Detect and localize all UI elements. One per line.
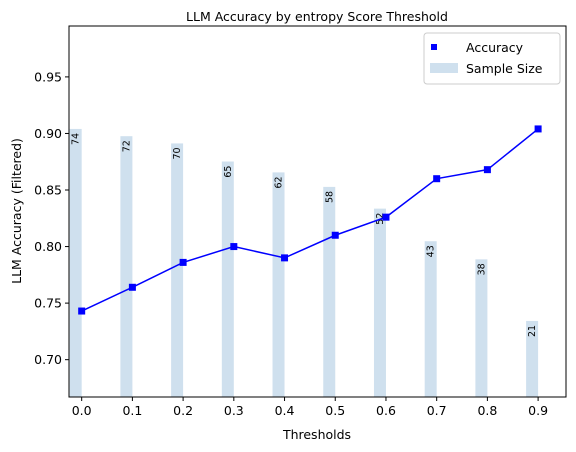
accuracy-point: [331, 231, 339, 239]
bar-value-label: 21: [527, 325, 538, 337]
accuracy-point: [382, 213, 390, 221]
bar-value-label: 58: [324, 191, 335, 203]
bar-sample-size: [475, 259, 488, 397]
accuracy-point: [128, 283, 136, 291]
x-tick-label: 0.4: [275, 403, 295, 418]
bar-value-label: 70: [172, 147, 183, 159]
x-tick-label: 0.6: [376, 403, 396, 418]
legend-sample-size-swatch: [430, 63, 458, 73]
line-layer: [78, 125, 542, 315]
bar-value-label: 65: [223, 166, 234, 178]
legend-accuracy-marker: [431, 44, 437, 50]
y-tick-label: 0.90: [34, 126, 62, 141]
x-tick-label: 0.9: [528, 403, 548, 418]
accuracy-point: [78, 307, 86, 315]
legend-sample-size-label: Sample Size: [466, 61, 543, 76]
bar-sample-size: [221, 161, 234, 397]
chart-title: LLM Accuracy by entropy Score Threshold: [186, 9, 448, 24]
bar-value-label: 43: [426, 245, 437, 257]
accuracy-point: [179, 258, 187, 266]
y-axis: 0.70 0.75 0.80 0.85 0.90 0.95: [34, 69, 69, 367]
bar-sample-size: [323, 186, 336, 397]
bar-sample-size: [120, 136, 133, 397]
plot-frame: [68, 25, 567, 398]
x-tick-label: 0.3: [224, 403, 244, 418]
y-tick-label: 0.95: [34, 69, 62, 84]
bar-sample-size: [424, 241, 437, 397]
x-tick-label: 0.5: [325, 403, 345, 418]
x-tick-label: 0.1: [122, 403, 142, 418]
x-tick-label: 0.7: [427, 403, 447, 418]
bar-sample-size: [69, 128, 82, 397]
y-tick-label: 0.80: [34, 239, 62, 254]
x-tick-label: 0.8: [477, 403, 497, 418]
bar-sample-size: [526, 320, 539, 397]
bar-value-label: 62: [274, 176, 285, 188]
bar-sample-size: [272, 172, 285, 397]
x-tick-label: 0.0: [72, 403, 92, 418]
y-tick-label: 0.70: [34, 352, 62, 367]
accuracy-point: [483, 166, 491, 174]
y-axis-label: LLM Accuracy (Filtered): [9, 138, 24, 284]
x-axis: 0.0 0.1 0.2 0.3 0.4 0.5 0.6 0.7 0.8 0.9: [72, 397, 548, 418]
x-axis-label: Thresholds: [282, 427, 351, 442]
accuracy-point: [534, 125, 542, 133]
y-tick-label: 0.85: [34, 183, 62, 198]
accuracy-point: [230, 243, 238, 251]
y-tick-label: 0.75: [34, 296, 62, 311]
bar-value-label: 74: [71, 133, 82, 145]
bar-value-label: 38: [476, 263, 487, 275]
legend-accuracy-label: Accuracy: [466, 40, 524, 55]
legend: Accuracy Sample Size: [423, 32, 561, 85]
bar-sample-size: [171, 143, 184, 397]
accuracy-point: [281, 254, 289, 262]
bar-value-label: 72: [121, 140, 132, 152]
accuracy-line: [81, 128, 539, 312]
x-tick-label: 0.2: [173, 403, 193, 418]
accuracy-point: [433, 175, 441, 183]
bar-sample-size: [373, 208, 386, 397]
